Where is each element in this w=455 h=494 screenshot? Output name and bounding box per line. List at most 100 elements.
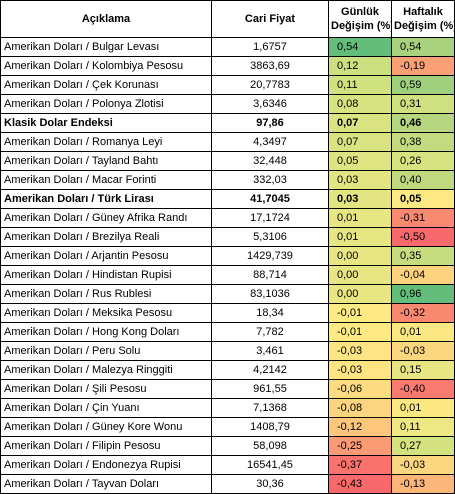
weekly-change: 0,01 <box>391 398 455 418</box>
currency-pair-name: Amerikan Doları / Rus Rublesi <box>0 284 212 304</box>
daily-change: -0,37 <box>328 455 392 475</box>
table-row: Amerikan Doları / Hong Kong Doları 7,782-… <box>0 322 455 342</box>
table-row: Amerikan Doları / Türk Lirası 41,7045 0,03… <box>0 189 455 209</box>
weekly-change: -0,13 <box>391 474 455 494</box>
table-row: Amerikan Doları / Bulgar Levası 1,6757 0,5… <box>0 37 455 57</box>
current-price: 30,36 <box>211 474 329 494</box>
currency-pair-name: Amerikan Doları / Tayvan Doları <box>0 474 212 494</box>
current-price: 58,098 <box>211 436 329 456</box>
table-row: Amerikan Doları / Güney Kore Wonu 1408,79… <box>0 417 455 437</box>
weekly-change: -0,31 <box>391 208 455 228</box>
daily-change: 0,03 <box>328 170 392 190</box>
current-price: 1,6757 <box>211 37 329 57</box>
daily-change: 0,01 <box>328 208 392 228</box>
weekly-change: 0,46 <box>391 113 455 133</box>
currency-pair-name: Amerikan Doları / Tayland Bahtı <box>0 151 212 171</box>
current-price: 4,3497 <box>211 132 329 152</box>
table-row: Amerikan Doları / Macar Forinti 332,03 0,0… <box>0 170 455 190</box>
currency-pair-name: Amerikan Doları / Türk Lirası <box>0 189 212 209</box>
weekly-change: -0,04 <box>391 265 455 285</box>
current-price: 5,3106 <box>211 227 329 247</box>
current-price: 4,2142 <box>211 360 329 380</box>
header-price: Cari Fiyat <box>211 0 329 38</box>
table-row: Amerikan Doları / Brezilya Reali 5,3106 0,… <box>0 227 455 247</box>
daily-change: -0,08 <box>328 398 392 418</box>
table-row: Amerikan Doları / Güney Afrika Randı 17,1… <box>0 208 455 228</box>
header-daily-change: Günlük Değişim (%) <box>328 0 392 38</box>
header-daily-line1: Günlük <box>341 6 379 18</box>
currency-pair-name: Amerikan Doları / Güney Afrika Randı <box>0 208 212 228</box>
currency-pair-name: Amerikan Doları / Çin Yuanı <box>0 398 212 418</box>
daily-change: 0,08 <box>328 94 392 114</box>
currency-pair-name: Amerikan Doları / Malezya Ringgiti <box>0 360 212 380</box>
table-row: Klasik Dolar Endeksi 97,86 0,07 0,46 <box>0 113 455 133</box>
header-row: Açıklama Cari Fiyat Günlük Değişim (%) H… <box>0 0 455 38</box>
daily-change: 0,00 <box>328 246 392 266</box>
table-row: Amerikan Doları / Malezya Ringgiti 4,2142… <box>0 360 455 380</box>
currency-pair-name: Amerikan Doları / Filipin Pesosu <box>0 436 212 456</box>
current-price: 1429,739 <box>211 246 329 266</box>
daily-change: -0,12 <box>328 417 392 437</box>
weekly-change: 0,15 <box>391 360 455 380</box>
weekly-change: 0,59 <box>391 75 455 95</box>
daily-change: -0,06 <box>328 379 392 399</box>
currency-pair-name: Amerikan Doları / Endonezya Rupisi <box>0 455 212 475</box>
table-row: Amerikan Doları / Kolombiya Pesosu 3863,6… <box>0 56 455 76</box>
daily-change: -0,03 <box>328 360 392 380</box>
table-row: Amerikan Doları / Arjantin Pesosu 1429,73… <box>0 246 455 266</box>
weekly-change: 0,11 <box>391 417 455 437</box>
current-price: 17,1724 <box>211 208 329 228</box>
table-row: Amerikan Doları / Endonezya Rupisi 16541,… <box>0 455 455 475</box>
header-weekly-change: Haftalık Değişim (%) <box>391 0 455 38</box>
daily-change: 0,01 <box>328 227 392 247</box>
current-price: 7,782 <box>211 322 329 342</box>
current-price: 88,714 <box>211 265 329 285</box>
currency-pair-name: Amerikan Doları / Kolombiya Pesosu <box>0 56 212 76</box>
daily-change: -0,25 <box>328 436 392 456</box>
table-row: Amerikan Doları / Hindistan Rupisi 88,714… <box>0 265 455 285</box>
weekly-change: 0,27 <box>391 436 455 456</box>
currency-pair-name: Amerikan Doları / Şili Pesosu <box>0 379 212 399</box>
daily-change: 0,12 <box>328 56 392 76</box>
current-price: 20,7783 <box>211 75 329 95</box>
current-price: 3863,69 <box>211 56 329 76</box>
weekly-change: 0,35 <box>391 246 455 266</box>
daily-change: -0,03 <box>328 341 392 361</box>
weekly-change: 0,40 <box>391 170 455 190</box>
table-row: Amerikan Doları / Rus Rublesi 83,1036 0,00… <box>0 284 455 304</box>
current-price: 41,7045 <box>211 189 329 209</box>
currency-pair-name: Amerikan Doları / Macar Forinti <box>0 170 212 190</box>
table-row: Amerikan Doları / Polonya Zlotisi 3,6346 0… <box>0 94 455 114</box>
current-price: 3,461 <box>211 341 329 361</box>
table-row: Amerikan Doları / Romanya Leyi 4,3497 0,07… <box>0 132 455 152</box>
weekly-change: -0,03 <box>391 455 455 475</box>
header-weekly-line1: Haftalık <box>403 6 443 18</box>
table-body: Amerikan Doları / Bulgar Levası 1,6757 0,5… <box>0 37 455 494</box>
current-price: 332,03 <box>211 170 329 190</box>
header-description: Açıklama <box>0 0 212 38</box>
current-price: 7,1368 <box>211 398 329 418</box>
currency-pair-name: Amerikan Doları / Bulgar Levası <box>0 37 212 57</box>
weekly-change: 0,26 <box>391 151 455 171</box>
current-price: 961,55 <box>211 379 329 399</box>
weekly-change: -0,19 <box>391 56 455 76</box>
current-price: 83,1036 <box>211 284 329 304</box>
currency-pair-name: Amerikan Doları / Güney Kore Wonu <box>0 417 212 437</box>
currency-pair-name: Klasik Dolar Endeksi <box>0 113 212 133</box>
daily-change: 0,05 <box>328 151 392 171</box>
daily-change: 0,00 <box>328 284 392 304</box>
weekly-change: -0,40 <box>391 379 455 399</box>
daily-change: -0,01 <box>328 322 392 342</box>
daily-change: 0,03 <box>328 189 392 209</box>
currency-pair-name: Amerikan Doları / Arjantin Pesosu <box>0 246 212 266</box>
table-row: Amerikan Doları / Çin Yuanı 7,1368 -0,08 0,… <box>0 398 455 418</box>
daily-change: 0,11 <box>328 75 392 95</box>
table-row: Amerikan Doları / Tayland Bahtı 32,448 0,0… <box>0 151 455 171</box>
daily-change: 0,54 <box>328 37 392 57</box>
table-row: Amerikan Doları / Şili Pesosu 961,55 -0,06… <box>0 379 455 399</box>
weekly-change: -0,50 <box>391 227 455 247</box>
current-price: 18,34 <box>211 303 329 323</box>
weekly-change: 0,96 <box>391 284 455 304</box>
header-daily-line2: Değişim (%) <box>331 20 392 32</box>
